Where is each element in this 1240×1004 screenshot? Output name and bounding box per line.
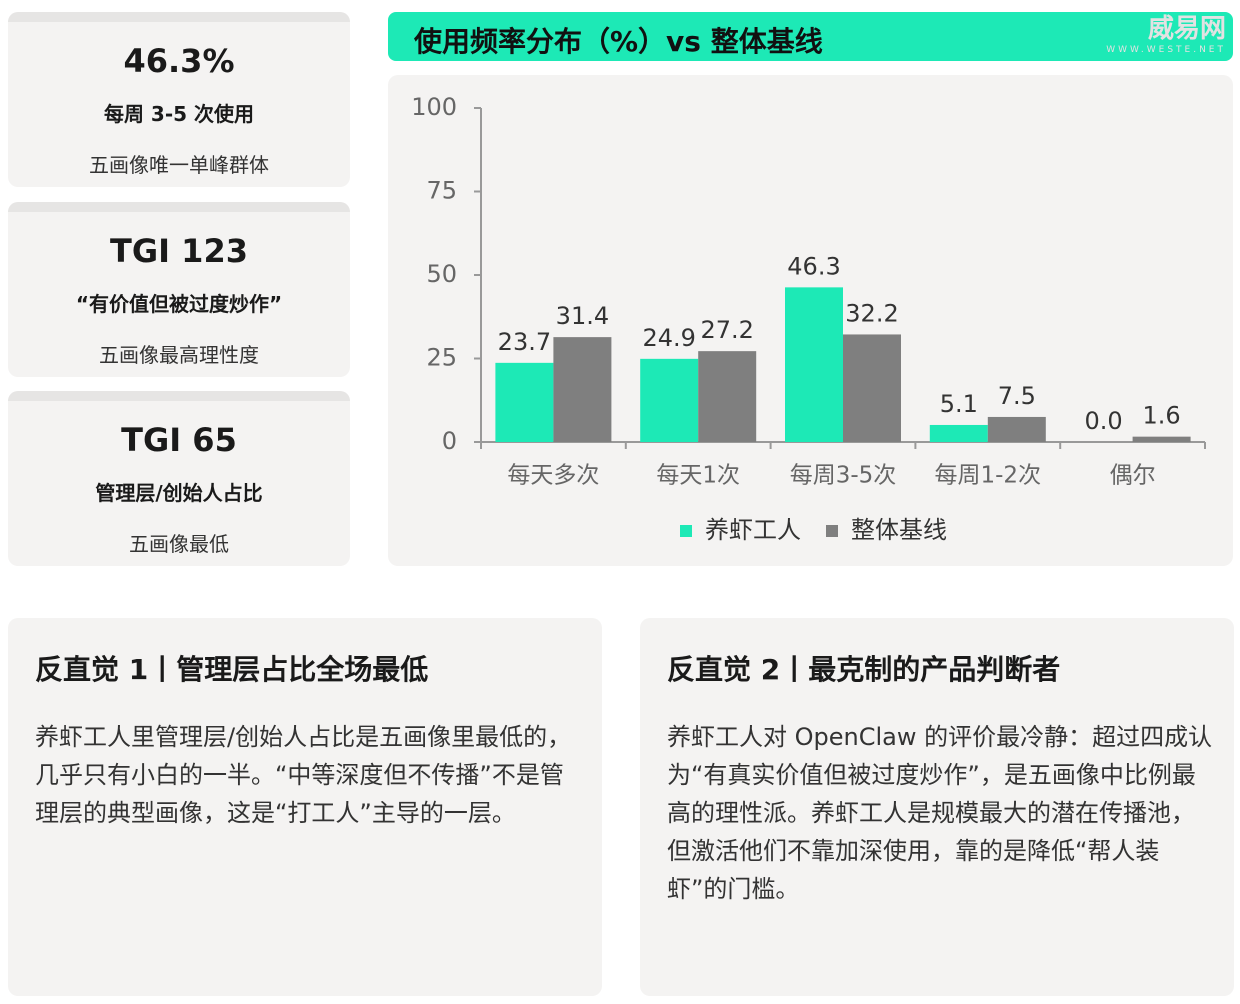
stat-value: TGI 65 [121,421,237,459]
bar [553,337,612,442]
stat-card: TGI 65 管理层/创始人占比 五画像最低 [8,391,350,566]
legend-swatch [826,525,838,537]
stat-value: TGI 123 [110,232,248,270]
chart-title-bar: 使用频率分布（%）vs 整体基线 [388,12,1233,61]
legend-label: 整体基线 [851,516,947,544]
y-tick-label: 75 [426,177,457,205]
x-tick-label: 每天多次 [507,463,599,489]
data-label: 27.2 [700,316,753,344]
insight-title: 反直觉 2丨最克制的产品判断者 [667,653,1061,686]
data-label: 1.6 [1143,402,1181,430]
stat-note: 五画像唯一单峰群体 [89,153,269,177]
data-label: 24.9 [642,324,695,352]
insight-card: 反直觉 2丨最克制的产品判断者 养虾工人对 OpenClaw 的评价最冷静：超过… [640,618,1234,996]
y-tick-label: 50 [426,260,457,288]
data-label: 23.7 [498,328,551,356]
chart: 0 25 50 75 100 每天多次 23.731.4 每天1次 24.9 27.2 每周3-5次… [411,93,1206,544]
stat-label: 每周 3-5 次使用 [103,102,255,126]
bar [640,358,699,442]
bar [495,362,554,442]
watermark-url: WWW.WESTE.NET [1106,45,1226,55]
bar [843,334,901,442]
x-tick-label: 每周1-2次 [935,463,1042,489]
stat-value: 46.3% [123,42,235,80]
stat-label: 管理层/创始人占比 [95,481,263,505]
insight-title: 反直觉 1丨管理层占比全场最低 [35,653,429,686]
data-label: 32.2 [845,299,898,327]
y-tick-label: 25 [426,344,457,372]
stat-card: TGI 123 “有价值但被过度炒作” 五画像最高理性度 [8,202,350,377]
bar [987,416,1046,442]
data-label: 7.5 [998,382,1036,410]
insight-body: 养虾工人里管理层/创始人占比是五画像里最低的，几乎只有小白的一半。“中等深度但不… [35,723,572,827]
legend-label: 养虾工人 [705,516,801,544]
chart-panel: 0 25 50 75 100 每天多次 23.7 31.4 每天1次 24.9 27.2 每周3-5次… [388,75,1233,566]
stat-note: 五画像最高理性度 [99,343,259,367]
bar [929,424,988,442]
data-label: 46.3 [787,252,840,280]
y-tick-label: 0 [442,427,457,455]
bar [698,351,757,442]
stat-card: 46.3% 每周 3-5 次使用 五画像唯一单峰群体 [8,12,350,187]
data-label: 0.0 [1085,407,1123,435]
bar [1132,436,1191,442]
watermark-brand: 威易网 [1147,14,1226,44]
y-tick-label: 100 [411,93,457,121]
insight-body: 养虾工人对 OpenClaw 的评价最冷静：超过四成认为“有真实价值但被过度炒作… [667,723,1213,903]
data-label: 31.4 [556,302,609,330]
insight-card: 反直觉 1丨管理层占比全场最低 养虾工人里管理层/创始人占比是五画像里最低的，几… [8,618,602,996]
stat-note: 五画像最低 [129,532,229,556]
stat-label: “有价值但被过度炒作” [75,292,283,316]
legend-swatch [680,525,692,537]
x-tick-label: 偶尔 [1110,463,1156,489]
bar [785,287,843,442]
x-tick-label: 每周3-5次 [790,463,897,489]
data-label: 5.1 [940,390,978,418]
chart-title: 使用频率分布（%）vs 整体基线 [414,25,823,58]
watermark: 威易网 WWW.WESTE.NET [1100,8,1226,55]
x-tick-label: 每天1次 [656,463,740,489]
